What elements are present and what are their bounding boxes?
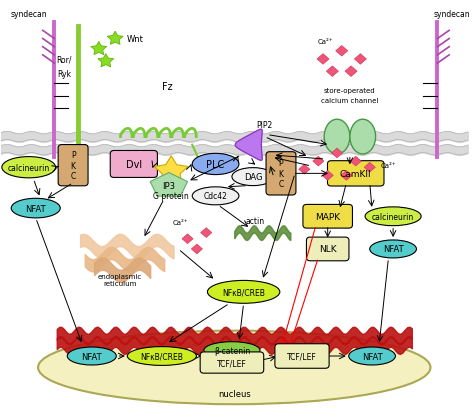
Polygon shape [98,54,114,68]
Text: Wnt: Wnt [127,35,144,44]
FancyBboxPatch shape [275,344,329,369]
Polygon shape [191,245,202,254]
Polygon shape [299,165,310,175]
Ellipse shape [67,347,116,365]
Text: syndecan: syndecan [433,10,470,19]
Ellipse shape [192,154,239,175]
FancyBboxPatch shape [58,145,88,187]
Ellipse shape [208,281,280,303]
Text: actin: actin [246,217,265,226]
Ellipse shape [370,240,417,258]
FancyBboxPatch shape [266,152,296,196]
Text: DAG: DAG [244,173,262,182]
Polygon shape [317,54,329,65]
Polygon shape [364,163,375,173]
Ellipse shape [365,207,421,226]
Text: Dvl: Dvl [126,160,142,170]
Text: TCF/LEF: TCF/LEF [287,352,317,361]
Text: Ryk: Ryk [57,70,71,79]
Text: NFAT: NFAT [362,352,383,361]
Text: NFAT: NFAT [82,352,102,361]
Ellipse shape [2,157,55,178]
Polygon shape [201,228,212,238]
Ellipse shape [128,347,196,366]
Ellipse shape [11,199,60,218]
Polygon shape [345,67,357,77]
Polygon shape [107,32,123,45]
Polygon shape [182,234,193,244]
Text: NFAT: NFAT [383,245,403,254]
Polygon shape [155,156,188,184]
Text: P
K
C: P K C [71,151,76,181]
Polygon shape [322,171,333,181]
Text: Ca²⁺: Ca²⁺ [381,163,396,169]
Text: Ca²⁺: Ca²⁺ [173,220,188,226]
Polygon shape [350,157,361,166]
Text: Fz: Fz [163,81,173,91]
Polygon shape [150,173,188,197]
Polygon shape [235,130,262,161]
Text: P
K
C: P K C [278,159,283,189]
Text: TCF/LEF: TCF/LEF [217,358,247,367]
Polygon shape [326,67,338,77]
Polygon shape [91,42,107,56]
FancyBboxPatch shape [307,238,349,261]
Text: reticulum: reticulum [103,280,137,286]
Ellipse shape [204,342,260,359]
Text: endoplasmic: endoplasmic [98,273,142,279]
Text: calcium channel: calcium channel [321,98,379,103]
Text: CamKII: CamKII [340,169,372,178]
Text: NFκB/CREB: NFκB/CREB [140,352,183,361]
FancyBboxPatch shape [328,161,384,187]
Text: store-operated: store-operated [324,88,376,93]
Text: nucleus: nucleus [218,389,251,398]
Polygon shape [341,171,352,181]
Text: IP3: IP3 [163,182,175,191]
FancyBboxPatch shape [303,205,353,229]
Text: G protein: G protein [153,191,189,200]
Polygon shape [313,157,324,166]
Polygon shape [336,46,348,57]
Ellipse shape [324,120,350,155]
Text: calcineurin: calcineurin [8,163,50,172]
Text: β-catenin: β-catenin [214,346,250,355]
Ellipse shape [232,168,274,186]
Text: NFκB/CREB: NFκB/CREB [222,288,265,297]
Ellipse shape [350,120,375,155]
FancyBboxPatch shape [110,151,157,178]
Text: MAPK: MAPK [315,212,340,221]
Text: NLK: NLK [319,245,337,254]
FancyBboxPatch shape [200,352,264,373]
Polygon shape [355,54,366,65]
Polygon shape [331,148,343,158]
Text: Cdc42: Cdc42 [204,192,228,201]
Ellipse shape [38,331,430,404]
Text: Ror/: Ror/ [56,55,72,64]
Ellipse shape [192,187,239,205]
Text: NFAT: NFAT [26,204,46,213]
Text: Ca²⁺: Ca²⁺ [318,38,333,45]
Text: syndecan: syndecan [10,10,47,19]
Text: PIP2: PIP2 [256,121,273,130]
Ellipse shape [349,347,395,365]
Text: calcineurin: calcineurin [372,212,414,221]
Text: PLC: PLC [207,160,225,170]
